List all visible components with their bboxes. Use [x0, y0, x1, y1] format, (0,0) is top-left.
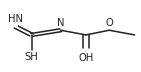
Text: HN: HN — [8, 14, 23, 24]
Text: SH: SH — [25, 52, 39, 62]
Text: O: O — [105, 18, 113, 28]
Text: N: N — [57, 18, 64, 28]
Text: OH: OH — [78, 53, 94, 63]
